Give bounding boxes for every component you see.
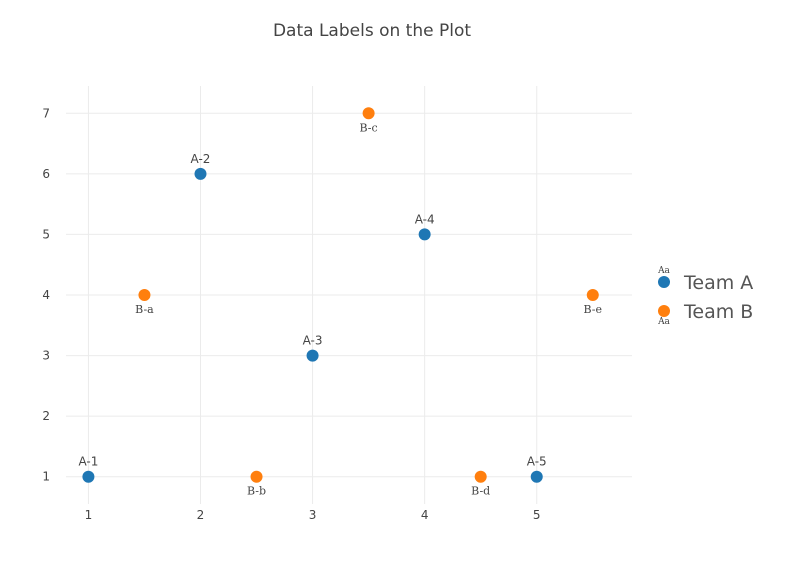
y-tick-label: 7 (42, 106, 50, 120)
data-point[interactable] (586, 289, 599, 301)
x-tick-label: 3 (309, 508, 317, 522)
data-label: B-d (471, 485, 490, 498)
data-points: A-1 A-2 A-3 A-4 A-5 B-a B-b B-c B-d B-e (78, 107, 603, 498)
legend-sample-text: Aa (657, 266, 670, 276)
data-label: A-3 (303, 334, 323, 348)
y-tick-label: 3 (42, 349, 50, 363)
y-tick-label: 5 (42, 227, 50, 241)
x-tick-label: 5 (533, 508, 541, 522)
data-label: A-1 (78, 455, 98, 469)
data-label: B-a (135, 303, 154, 316)
data-label: B-b (247, 485, 266, 498)
data-label: B-c (360, 121, 378, 134)
legend[interactable]: Aa Team A Aa Team B (657, 266, 753, 327)
x-axis-ticks: 1 2 3 4 5 (85, 508, 541, 522)
y-tick-label: 4 (42, 288, 50, 302)
data-label: A-2 (191, 152, 211, 166)
data-point[interactable] (138, 289, 151, 301)
series-team-b: B-a B-b B-c B-d B-e (135, 107, 603, 498)
data-point[interactable] (362, 107, 375, 120)
legend-label: Team A (683, 272, 753, 294)
data-point[interactable] (82, 470, 95, 483)
data-point[interactable] (194, 167, 207, 180)
x-tick-label: 2 (197, 508, 205, 522)
legend-item[interactable]: Aa Team A (657, 266, 753, 294)
series-team-a: A-1 A-2 A-3 A-4 A-5 (78, 152, 547, 483)
data-point[interactable] (250, 470, 263, 483)
x-tick-label: 4 (421, 508, 429, 522)
data-point[interactable] (306, 349, 319, 362)
data-label: A-4 (415, 212, 435, 226)
data-label: A-5 (527, 455, 547, 469)
data-point[interactable] (418, 228, 431, 241)
grid (66, 86, 632, 504)
data-point[interactable] (474, 470, 487, 483)
legend-sample-text: Aa (657, 317, 670, 327)
y-tick-label: 2 (42, 409, 50, 423)
legend-item[interactable]: Aa Team B (657, 301, 753, 327)
data-point[interactable] (530, 470, 543, 483)
data-label: B-e (584, 303, 603, 316)
y-tick-label: 6 (42, 167, 50, 181)
legend-marker (658, 305, 670, 317)
legend-label: Team B (683, 301, 753, 323)
y-axis-ticks: 1 2 3 4 5 6 7 (42, 106, 50, 483)
chart-title: Data Labels on the Plot (273, 21, 471, 41)
y-tick-label: 1 (42, 470, 50, 484)
legend-marker (658, 276, 670, 288)
x-tick-label: 1 (85, 508, 93, 522)
